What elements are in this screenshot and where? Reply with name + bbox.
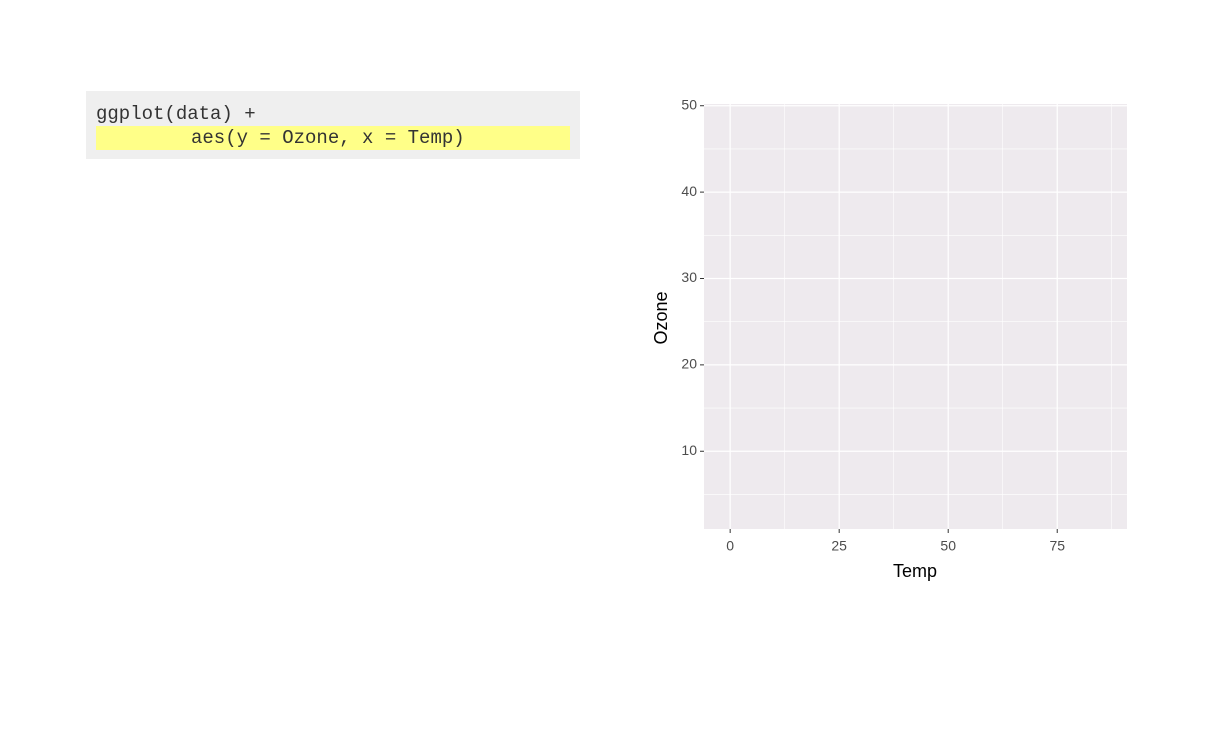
plot: 0 25 50 75 10 20 30 40 50 (681, 96, 1127, 554)
plot-panel (704, 104, 1127, 529)
code-line: ggplot(data) + (96, 103, 256, 125)
code-line: aes(y = Ozone, x = Temp) (191, 127, 465, 149)
x-tick-label: 0 (726, 538, 734, 554)
x-tick-label: 50 (940, 538, 956, 554)
y-tick-label: 30 (681, 269, 697, 285)
y-tick-label: 50 (681, 96, 697, 112)
x-tick-label: 25 (831, 538, 847, 554)
code-highlight (96, 126, 570, 150)
y-axis-title: Ozone (651, 291, 671, 344)
x-axis-title: Temp (893, 561, 937, 581)
x-tick-label: 75 (1049, 538, 1065, 554)
y-tick-label: 10 (681, 442, 697, 458)
y-tick-label: 20 (681, 356, 697, 372)
y-tick-label: 40 (681, 183, 697, 199)
